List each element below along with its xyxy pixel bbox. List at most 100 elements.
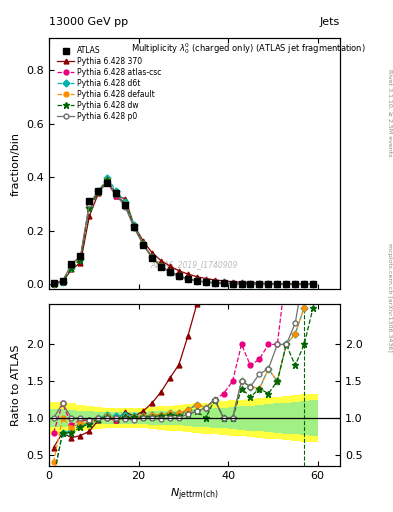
Pythia 6.428 d6t [141, 241, 145, 247]
Pythia 6.428 default [230, 281, 235, 287]
Pythia 6.428 d6t [185, 276, 190, 282]
ATLAS [293, 281, 298, 287]
Pythia 6.428 dw [257, 281, 262, 287]
Pythia 6.428 p0 [284, 281, 288, 287]
Pythia 6.428 370 [167, 263, 172, 269]
ATLAS [150, 255, 154, 261]
Pythia 6.428 default [266, 281, 271, 287]
Pythia 6.428 atlas-csc [257, 281, 262, 287]
Pythia 6.428 dw [212, 280, 217, 286]
ATLAS [96, 187, 101, 194]
Pythia 6.428 atlas-csc [284, 281, 288, 287]
Pythia 6.428 default [203, 279, 208, 285]
Pythia 6.428 atlas-csc [212, 280, 217, 286]
Pythia 6.428 default [176, 273, 181, 279]
ATLAS [248, 281, 253, 287]
Pythia 6.428 atlas-csc [69, 263, 74, 269]
Pythia 6.428 d6t [105, 175, 110, 181]
Pythia 6.428 370 [275, 281, 280, 287]
Pythia 6.428 default [212, 280, 217, 286]
Pythia 6.428 dw [60, 279, 65, 285]
Pythia 6.428 370 [105, 177, 110, 183]
ATLAS [239, 281, 244, 287]
Pythia 6.428 370 [248, 280, 253, 286]
Pythia 6.428 d6t [203, 279, 208, 285]
Pythia 6.428 370 [78, 260, 83, 266]
Pythia 6.428 dw [167, 269, 172, 275]
Pythia 6.428 d6t [87, 204, 92, 210]
Pythia 6.428 d6t [132, 222, 136, 228]
Pythia 6.428 d6t [230, 281, 235, 287]
Pythia 6.428 atlas-csc [60, 278, 65, 284]
Pythia 6.428 default [284, 281, 288, 287]
Pythia 6.428 atlas-csc [78, 254, 83, 260]
Pythia 6.428 d6t [51, 281, 56, 287]
Pythia 6.428 default [69, 264, 74, 270]
Pythia 6.428 atlas-csc [167, 269, 172, 275]
Pythia 6.428 default [221, 280, 226, 286]
Pythia 6.428 default [185, 276, 190, 282]
Pythia 6.428 default [239, 281, 244, 287]
Pythia 6.428 atlas-csc [230, 280, 235, 286]
Pythia 6.428 dw [195, 278, 199, 284]
Pythia 6.428 370 [69, 266, 74, 272]
Line: Pythia 6.428 p0: Pythia 6.428 p0 [51, 181, 316, 287]
Pythia 6.428 370 [159, 258, 163, 264]
Pythia 6.428 370 [60, 279, 65, 285]
Pythia 6.428 dw [221, 280, 226, 286]
ATLAS [275, 281, 280, 287]
Line: Pythia 6.428 370: Pythia 6.428 370 [51, 178, 316, 286]
Pythia 6.428 atlas-csc [221, 280, 226, 286]
Line: Pythia 6.428 default: Pythia 6.428 default [51, 178, 316, 287]
Pythia 6.428 p0 [51, 280, 56, 286]
ATLAS [230, 281, 235, 287]
Pythia 6.428 dw [141, 241, 145, 247]
Pythia 6.428 370 [132, 222, 136, 228]
Pythia 6.428 atlas-csc [302, 281, 307, 287]
Pythia 6.428 d6t [212, 280, 217, 286]
Pythia 6.428 d6t [60, 279, 65, 285]
Pythia 6.428 d6t [266, 281, 271, 287]
Pythia 6.428 atlas-csc [51, 280, 56, 286]
Pythia 6.428 p0 [311, 281, 316, 287]
Pythia 6.428 default [60, 279, 65, 285]
Pythia 6.428 370 [293, 281, 298, 287]
Pythia 6.428 370 [302, 281, 307, 287]
Pythia 6.428 default [87, 204, 92, 210]
Pythia 6.428 atlas-csc [185, 276, 190, 282]
Pythia 6.428 d6t [195, 278, 199, 284]
Pythia 6.428 dw [248, 281, 253, 287]
Line: Pythia 6.428 dw: Pythia 6.428 dw [50, 177, 317, 288]
ATLAS [60, 279, 65, 285]
Pythia 6.428 default [293, 281, 298, 287]
Pythia 6.428 d6t [293, 281, 298, 287]
Pythia 6.428 p0 [123, 204, 128, 210]
Pythia 6.428 dw [78, 257, 83, 263]
Pythia 6.428 p0 [60, 278, 65, 284]
Pythia 6.428 370 [221, 278, 226, 284]
Pythia 6.428 p0 [302, 281, 307, 287]
Pythia 6.428 d6t [221, 280, 226, 286]
Pythia 6.428 p0 [266, 281, 271, 287]
Pythia 6.428 dw [114, 191, 119, 197]
Pythia 6.428 p0 [96, 188, 101, 194]
Pythia 6.428 d6t [159, 263, 163, 269]
Pythia 6.428 atlas-csc [293, 281, 298, 287]
Pythia 6.428 d6t [167, 268, 172, 274]
Pythia 6.428 p0 [114, 191, 119, 197]
Pythia 6.428 default [257, 281, 262, 287]
ATLAS [132, 224, 136, 230]
Pythia 6.428 370 [51, 280, 56, 286]
Pythia 6.428 370 [266, 280, 271, 286]
Pythia 6.428 atlas-csc [203, 279, 208, 285]
Pythia 6.428 d6t [302, 281, 307, 287]
Y-axis label: fraction/bin: fraction/bin [11, 132, 21, 196]
Pythia 6.428 dw [176, 273, 181, 279]
Pythia 6.428 p0 [239, 281, 244, 287]
Pythia 6.428 dw [239, 281, 244, 287]
Text: ATLAS_2019_I1740909: ATLAS_2019_I1740909 [151, 260, 238, 269]
Pythia 6.428 atlas-csc [96, 188, 101, 194]
Pythia 6.428 default [159, 263, 163, 269]
Pythia 6.428 atlas-csc [195, 278, 199, 284]
ATLAS [105, 180, 110, 186]
